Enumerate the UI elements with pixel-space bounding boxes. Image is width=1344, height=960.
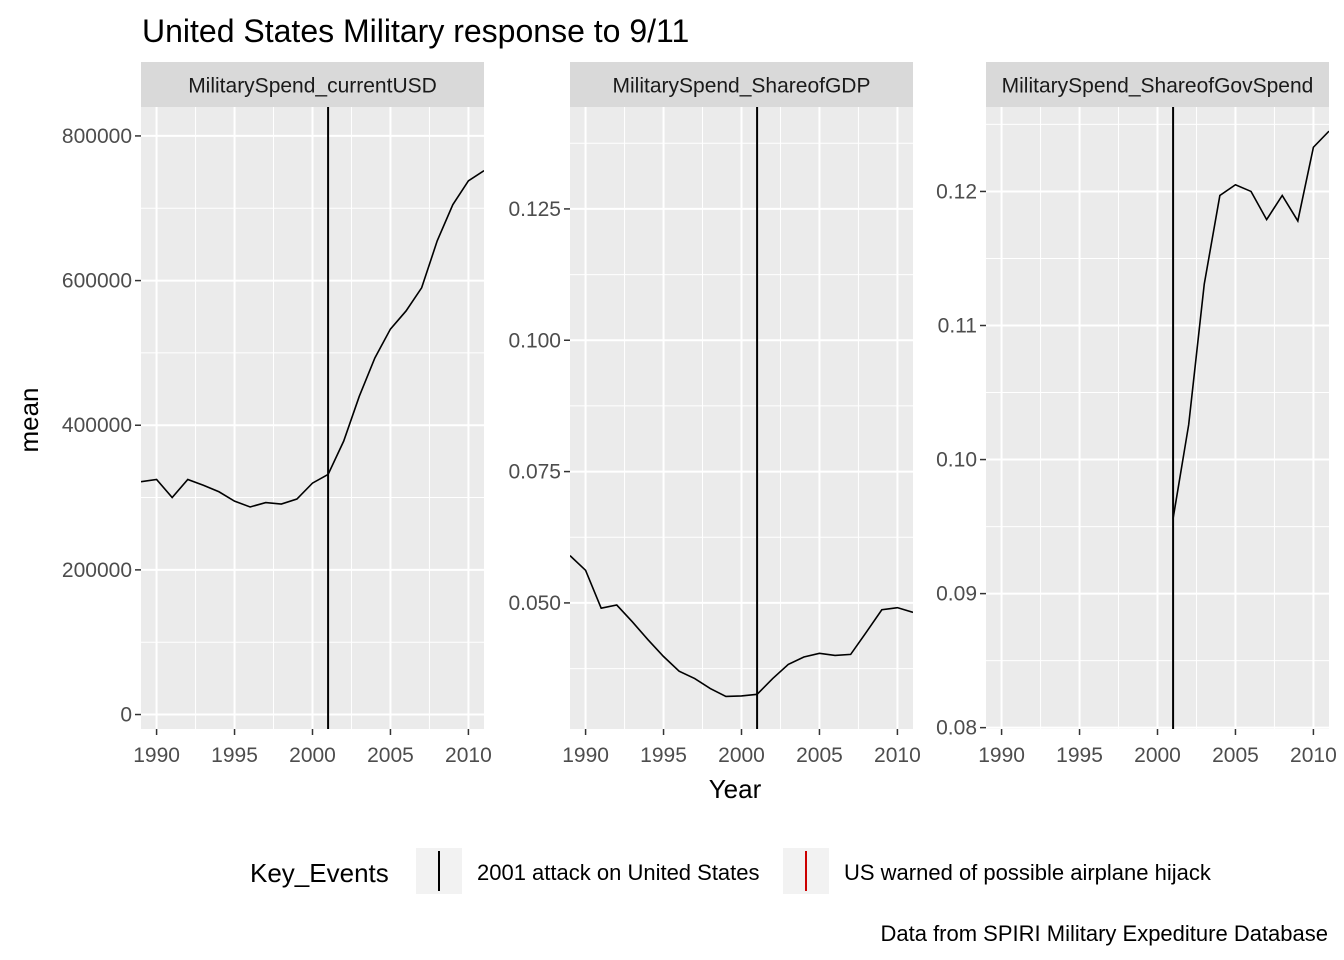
facet-strip xyxy=(570,62,913,107)
facet-strip-label: MilitarySpend_ShareofGovSpend xyxy=(1002,75,1314,98)
facet-strip xyxy=(141,62,484,107)
legend-title: Key_Events xyxy=(250,858,389,888)
y-tick-label: 0.09 xyxy=(936,583,977,606)
facet-panel-2: MilitarySpend_ShareofGDP 1990 1995 2000 2005… xyxy=(508,62,921,767)
y-tick-label: 0.12 xyxy=(936,180,977,203)
x-tick-label: 2010 xyxy=(445,744,492,767)
facet-panels: MilitarySpend_currentUSD 1990 1995 2000 2005… xyxy=(62,62,1337,767)
y-tick-label: 600000 xyxy=(62,270,132,293)
facet-strip-label: MilitarySpend_currentUSD xyxy=(188,75,437,98)
y-tick-label: 0.075 xyxy=(508,461,561,484)
x-tick-label: 2010 xyxy=(1290,744,1337,767)
x-tick-label: 1995 xyxy=(211,744,258,767)
legend-label-attack: 2001 attack on United States xyxy=(477,860,760,885)
x-tick-label: 2000 xyxy=(289,744,336,767)
y-tick-label: 0.11 xyxy=(938,315,977,338)
x-axis-title: Year xyxy=(709,774,762,804)
x-tick-label: 2000 xyxy=(718,744,765,767)
y-tick-label: 400000 xyxy=(62,414,132,437)
y-tick-label: 0.050 xyxy=(508,592,561,615)
y-tick-label: 0.100 xyxy=(508,329,561,352)
y-tick-label: 0.125 xyxy=(508,198,561,221)
x-tick-label: 2010 xyxy=(874,744,921,767)
y-tick-label: 0 xyxy=(120,704,132,727)
legend: Key_Events 2001 attack on United States … xyxy=(250,848,1212,894)
legend-label-warning: US warned of possible airplane hijack xyxy=(844,860,1212,885)
facet-panel-1: MilitarySpend_currentUSD 1990 1995 2000 2005… xyxy=(62,62,492,767)
x-tick-label: 1990 xyxy=(133,744,180,767)
y-tick-label: 200000 xyxy=(62,559,132,582)
facet-strip-label: MilitarySpend_ShareofGDP xyxy=(613,75,871,98)
facet-strip xyxy=(986,62,1329,107)
y-tick-label: 0.08 xyxy=(936,717,977,740)
x-tick-label: 1995 xyxy=(640,744,687,767)
x-tick-label: 1995 xyxy=(1056,744,1103,767)
x-tick-label: 2005 xyxy=(1212,744,1259,767)
facet-panel-3: MilitarySpend_ShareofGovSpend 1990 1995 200… xyxy=(936,62,1337,767)
caption: Data from SPIRI Military Expediture Data… xyxy=(880,921,1328,946)
x-tick-label: 2005 xyxy=(796,744,843,767)
y-axis-title: mean xyxy=(14,387,44,452)
x-tick-label: 1990 xyxy=(562,744,609,767)
x-tick-label: 2005 xyxy=(367,744,414,767)
y-tick-label: 800000 xyxy=(62,125,132,148)
x-tick-label: 1990 xyxy=(978,744,1025,767)
y-tick-label: 0.10 xyxy=(936,449,977,472)
chart-title: United States Military response to 9/11 xyxy=(142,13,689,49)
x-tick-label: 2000 xyxy=(1134,744,1181,767)
